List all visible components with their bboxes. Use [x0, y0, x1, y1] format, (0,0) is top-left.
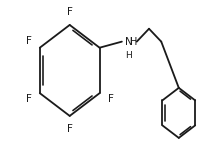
- Text: F: F: [26, 94, 32, 104]
- Text: F: F: [67, 7, 73, 17]
- Text: F: F: [67, 124, 73, 134]
- Text: H: H: [130, 37, 138, 47]
- Text: H: H: [125, 51, 132, 60]
- Text: F: F: [108, 94, 114, 104]
- Text: N: N: [125, 37, 132, 47]
- Text: F: F: [26, 36, 32, 47]
